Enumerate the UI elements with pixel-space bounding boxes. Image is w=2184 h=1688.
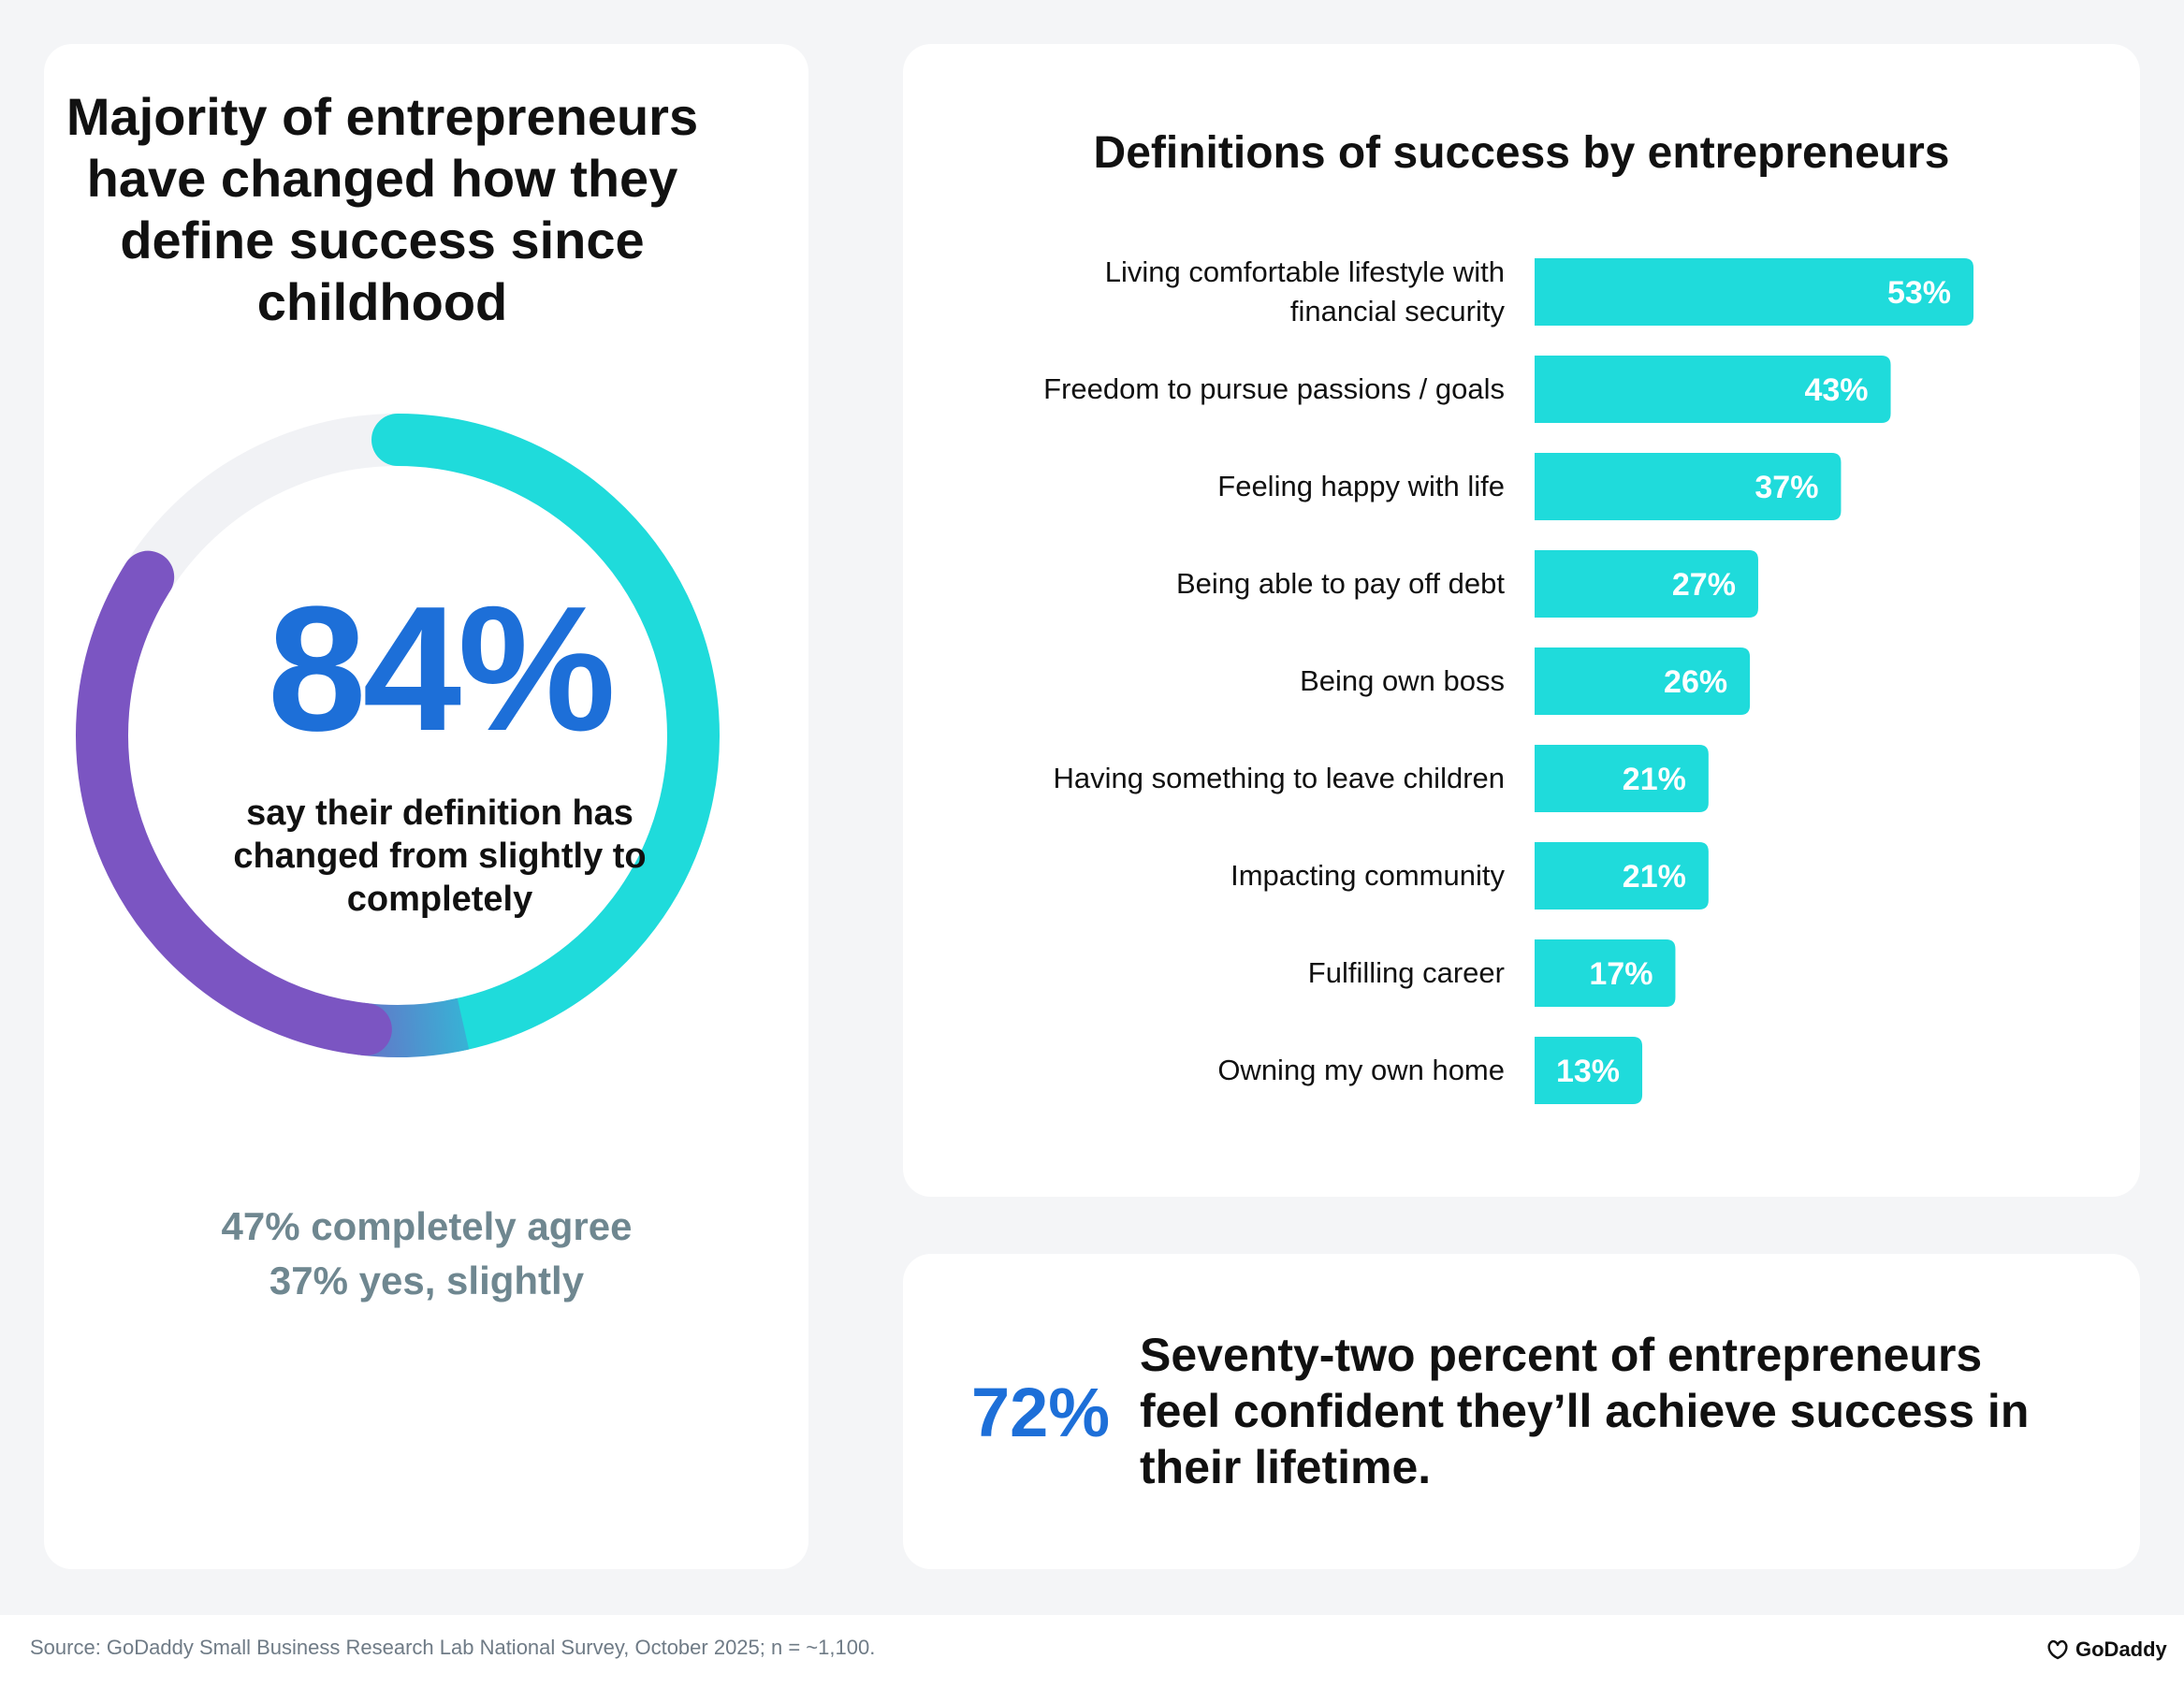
bar bbox=[1535, 453, 1842, 520]
godaddy-logo-text: GoDaddy bbox=[2075, 1637, 2167, 1661]
bar bbox=[1535, 648, 1751, 715]
bar-value-label: 17% bbox=[1589, 956, 1653, 992]
bar-value-label: 27% bbox=[1672, 567, 1736, 603]
headline-description: say their definition has changed from sl… bbox=[233, 793, 647, 919]
callout-text: Seventy-two percent of entrepreneurs fee… bbox=[1140, 1329, 2030, 1493]
bar-value-label: 43% bbox=[1804, 372, 1868, 408]
stats-breakdown: 47% completely agree 37% yes, slightly bbox=[0, 1200, 853, 1308]
bar-category-label: Impacting community bbox=[1230, 859, 1505, 892]
bar bbox=[1535, 258, 1974, 326]
bar-value-label: 21% bbox=[1623, 859, 1686, 895]
donut-chart bbox=[76, 414, 720, 1057]
headline-percent: 84% bbox=[267, 570, 616, 768]
godaddy-logo-icon bbox=[2047, 1639, 2068, 1660]
godaddy-logo: GoDaddy bbox=[2044, 1636, 2167, 1664]
bar-value-label: 26% bbox=[1664, 664, 1727, 700]
bar-value-label: 37% bbox=[1754, 470, 1818, 505]
bar bbox=[1535, 745, 1709, 812]
bar-chart: 53% Living comfortable lifestyle with fina… bbox=[1043, 255, 1974, 1104]
bar bbox=[1535, 939, 1676, 1007]
bar-category-label: Having something to leave children bbox=[1054, 762, 1506, 794]
bar-value-label: 53% bbox=[1887, 275, 1951, 311]
bar bbox=[1535, 842, 1709, 909]
bar bbox=[1535, 550, 1758, 618]
bar-category-label: Feeling happy with life bbox=[1217, 470, 1505, 502]
source-note: Source: GoDaddy Small Business Research … bbox=[30, 1636, 876, 1659]
bar-category-label: Freedom to pursue passions / goals bbox=[1043, 372, 1505, 405]
footer bbox=[0, 1615, 2184, 1688]
bar-category-label: Being own boss bbox=[1300, 664, 1505, 697]
bar-chart-title: Definitions of success by entrepreneurs bbox=[1093, 128, 1950, 178]
bar-value-label: 13% bbox=[1556, 1054, 1620, 1089]
bar-category-label: financial security bbox=[1290, 295, 1506, 327]
bar-category-label: Living comfortable lifestyle with bbox=[1105, 255, 1505, 288]
bar-chart-panel bbox=[903, 44, 2140, 1197]
donut-segment-purple bbox=[76, 550, 392, 1056]
left-panel-title: Majority of entrepreneurs have changed h… bbox=[66, 87, 699, 331]
bar-category-label: Owning my own home bbox=[1217, 1054, 1505, 1086]
bar-value-label: 21% bbox=[1623, 762, 1686, 797]
stat-completely: 47% completely agree bbox=[221, 1204, 633, 1248]
stat-slightly: 37% yes, slightly bbox=[269, 1259, 585, 1302]
callout-percent: 72% bbox=[971, 1374, 1111, 1451]
bar bbox=[1535, 356, 1891, 423]
donut-segment-cyan bbox=[371, 414, 720, 1053]
bar bbox=[1535, 1037, 1643, 1104]
callout-panel bbox=[903, 1254, 2140, 1569]
bar-category-label: Fulfilling career bbox=[1308, 956, 1505, 989]
bar-category-label: Being able to pay off debt bbox=[1176, 567, 1505, 600]
